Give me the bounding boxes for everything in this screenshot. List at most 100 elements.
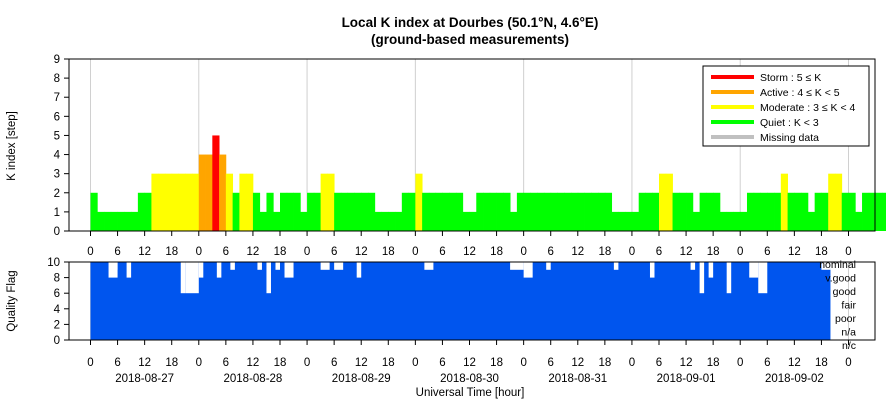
quality-x-tick-label: 6	[223, 357, 229, 369]
k-index-bar	[354, 192, 362, 231]
k-index-bar	[340, 192, 349, 231]
k-index-y-tick-label: 0	[54, 226, 60, 238]
k-index-bar	[807, 211, 816, 231]
k-index-x-tick-label: 18	[274, 246, 287, 258]
k-index-x-tick-label: 12	[680, 246, 693, 258]
k-index-bar	[767, 192, 775, 231]
k-index-bar	[469, 211, 477, 231]
k-index-bar	[90, 192, 98, 231]
k-index-bar	[307, 192, 315, 231]
k-index-bar	[672, 192, 680, 231]
k-index-x-tick-label: 18	[598, 246, 611, 258]
quality-dip	[356, 262, 362, 278]
k-index-bar	[862, 192, 870, 231]
quality-x-tick-label: 0	[629, 357, 635, 369]
quality-date-labels: 2018-08-27 2018-08-28 2018-08-29 2018-08-30…	[115, 373, 824, 385]
k-index-bar	[746, 192, 755, 231]
k-index-bar	[476, 192, 484, 231]
legend-label: Moderate : 3 ≤ K < 4	[760, 102, 856, 114]
k-index-bar	[794, 192, 802, 231]
k-index-bar	[692, 211, 701, 231]
k-index-x-tick-label: 6	[764, 246, 770, 258]
k-index-x-tick-label: 12	[788, 246, 801, 258]
k-index-bar	[246, 173, 254, 231]
quality-date-label: 2018-08-27	[115, 373, 174, 385]
k-index-bar	[848, 192, 856, 231]
k-index-y-tick-label: 3	[54, 169, 60, 181]
k-index-x-tick-label: 6	[114, 246, 120, 258]
quality-x-tick-label: 12	[788, 357, 801, 369]
k-index-bar	[489, 192, 497, 231]
k-index-bar	[686, 192, 694, 231]
quality-x-tick-label: 0	[87, 357, 93, 369]
k-index-bar	[164, 173, 173, 231]
k-index-bar	[259, 211, 267, 231]
quality-x-tick-label: 12	[463, 357, 476, 369]
k-index-bar	[733, 211, 741, 231]
k-index-bar	[523, 192, 531, 231]
k-index-bar	[564, 192, 572, 231]
quality-flag-label: n/c	[842, 340, 856, 352]
legend: Storm : 5 ≤ K Active : 4 ≤ K < 5 Moderate …	[702, 65, 870, 147]
k-index-bar	[415, 173, 423, 231]
k-index-bar	[232, 192, 240, 231]
k-index-x-tick-label: 12	[355, 246, 368, 258]
k-index-x-tick-label: 6	[439, 246, 445, 258]
quality-dip	[284, 262, 294, 278]
quality-dip	[126, 262, 132, 278]
k-index-bar	[659, 173, 667, 231]
k-index-x-tick-label: 6	[656, 246, 662, 258]
k-index-x-tick-label: 0	[87, 246, 93, 258]
quality-dip	[266, 262, 271, 294]
x-axis-label: Universal Time [hour]	[416, 387, 525, 399]
k-index-plot-border	[68, 58, 876, 232]
quality-flag-label: poor	[835, 313, 857, 325]
k-index-y-label: K index [step]	[6, 111, 18, 181]
quality-flag-label: good	[833, 286, 857, 298]
quality-dip	[424, 262, 434, 270]
k-index-bar	[381, 211, 389, 231]
quality-dip	[257, 262, 262, 270]
quality-x-tick-label: 6	[656, 357, 662, 369]
k-index-bar	[110, 211, 118, 231]
quality-x-tick-label: 18	[815, 357, 828, 369]
k-index-bar	[503, 192, 511, 231]
k-index-x-ticks: 0 6 12 18 0 6 12 18 0 6 12 18 0 6 12 18 0 6 12 18 0 6 12 18 0 6 12…	[87, 231, 852, 258]
k-index-bar	[320, 173, 328, 231]
quality-date-label: 2018-09-02	[765, 373, 824, 385]
k-index-bar	[205, 154, 213, 231]
quality-y-tick-label: 2	[54, 319, 60, 331]
quality-dip	[726, 262, 732, 294]
k-index-x-tick-label: 18	[707, 246, 720, 258]
legend-label: Quiet : K < 3	[760, 117, 819, 129]
quality-x-tick-label: 18	[382, 357, 395, 369]
k-index-bar	[334, 192, 342, 231]
quality-date-label: 2018-08-29	[332, 373, 391, 385]
k-index-bar	[665, 173, 673, 231]
quality-x-tick-label: 0	[737, 357, 743, 369]
quality-y-tick-label: 4	[54, 304, 61, 316]
quality-x-tick-label: 6	[764, 357, 770, 369]
quality-dip	[708, 262, 714, 278]
quality-dip	[821, 262, 831, 270]
k-index-bar	[645, 192, 653, 231]
k-index-bar	[679, 192, 687, 231]
quality-area	[90, 262, 831, 340]
quality-y-tick-label: 8	[54, 273, 60, 285]
k-index-bar	[550, 192, 558, 231]
k-index-bar	[212, 135, 220, 231]
k-index-y-tick-label: 1	[54, 207, 60, 219]
k-index-bar	[740, 211, 748, 231]
k-index-bar	[828, 173, 836, 231]
quality-flag-label: fair	[841, 300, 856, 312]
k-index-bar	[726, 211, 734, 231]
k-index-bar	[428, 192, 437, 231]
k-index-bar	[158, 173, 166, 231]
quality-x-tick-label: 6	[548, 357, 554, 369]
k-index-bar	[367, 192, 376, 231]
quality-flag-label: nominal	[819, 259, 856, 271]
k-index-bar	[442, 192, 450, 231]
quality-x-tick-label: 6	[331, 357, 337, 369]
quality-area-fill	[90, 262, 831, 340]
k-index-bar	[313, 192, 322, 231]
